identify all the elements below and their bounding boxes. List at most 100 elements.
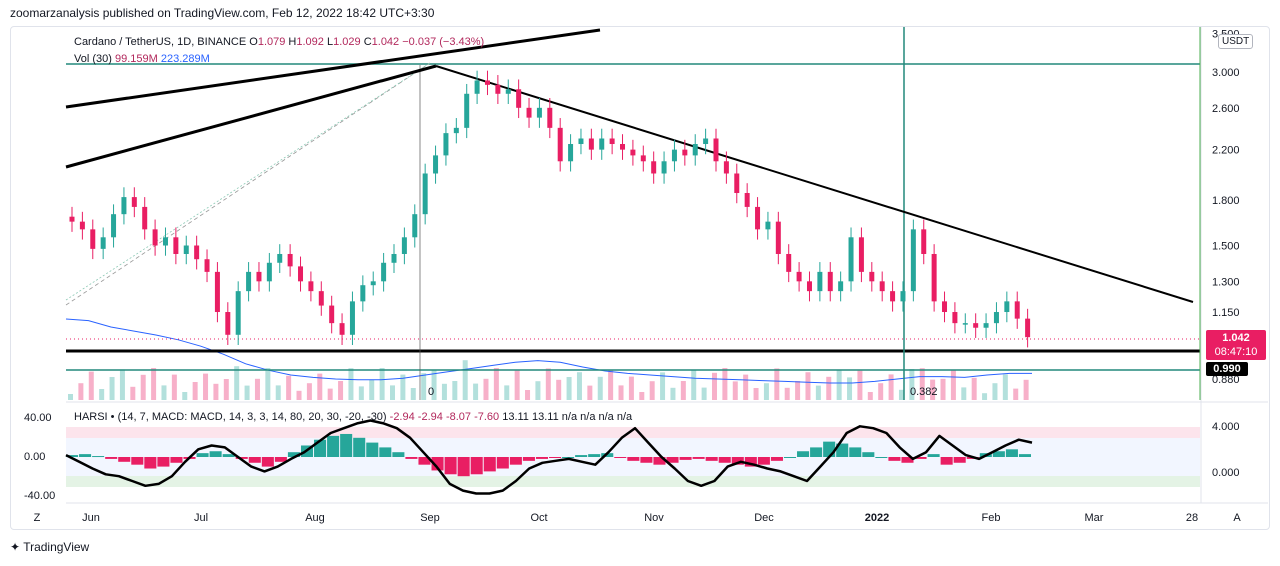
histogram-bar [522, 457, 535, 461]
volume-bar [712, 372, 717, 400]
candle-body [879, 281, 885, 292]
candle [194, 235, 200, 270]
volume-label[interactable]: Vol (30) [74, 53, 112, 65]
candle-body [194, 245, 200, 260]
candle-body [599, 138, 605, 150]
histogram-bar [757, 457, 770, 465]
histogram-bar [1005, 449, 1018, 457]
volume-bar [919, 368, 925, 400]
high-value: 1.092 [296, 36, 324, 48]
candle-body [661, 161, 667, 174]
candle-body [734, 173, 740, 194]
time-tick-label: Jul [194, 512, 208, 524]
candle [609, 128, 615, 155]
volume-bar [140, 374, 146, 400]
candle [464, 83, 470, 139]
volume-bar [421, 373, 427, 400]
candle [661, 151, 667, 184]
oscillator-tick-label: 4.000 [1212, 421, 1240, 433]
candle-body [79, 221, 85, 230]
histogram-bar [431, 457, 444, 471]
histogram-bar [718, 457, 731, 463]
histogram-bar [66, 455, 79, 457]
candle-body [318, 291, 324, 306]
histogram-bar [797, 451, 810, 457]
candle-body [412, 214, 418, 238]
candle-body [183, 245, 189, 254]
volume-bar [213, 383, 219, 400]
candle-body [578, 138, 584, 145]
volume-bar [514, 370, 520, 400]
candle-body [817, 271, 823, 292]
candle-body [235, 291, 241, 335]
open-value: 1.079 [257, 36, 286, 48]
candle-body [162, 237, 168, 246]
currency-button[interactable]: USDT [1218, 34, 1254, 49]
volume-bar [888, 374, 894, 400]
candle-body [921, 229, 927, 254]
volume-bar [649, 381, 655, 400]
symbol-title[interactable]: Cardano / TetherUS, 1D, BINANCE [74, 36, 247, 48]
candle [162, 227, 168, 256]
volume-bar [961, 387, 967, 400]
fib-diagonal [65, 62, 431, 301]
price-tick-label: 3.000 [1212, 67, 1240, 79]
candle [225, 302, 231, 346]
price-tick-label: 1.800 [1212, 195, 1240, 207]
volume-bar [898, 389, 904, 400]
volume-bar [950, 370, 956, 400]
candle-body [703, 138, 709, 145]
volume-bar [234, 366, 240, 400]
volume-bar [286, 375, 292, 400]
volume-bar [327, 388, 333, 400]
candle [703, 128, 709, 155]
axis-corner-left: Z [34, 512, 41, 524]
volume-bar [483, 378, 489, 400]
candle [266, 252, 272, 292]
candle-body [900, 291, 906, 302]
candle-body [536, 107, 542, 118]
candle-body [214, 271, 220, 313]
histogram-bar [901, 457, 914, 463]
volume-bar [379, 368, 385, 400]
candle [640, 145, 646, 172]
candle [121, 187, 127, 225]
harsi-name[interactable]: HARSI • (14, 7, MACD: MACD, 14, 3, 3, 14… [74, 411, 387, 423]
volume-bar [992, 383, 998, 400]
harsi-value: 13.11 [502, 411, 529, 423]
candle [536, 98, 542, 128]
candle-body [973, 323, 979, 328]
volume-bar [732, 381, 738, 400]
histogram-bar [287, 452, 300, 457]
candle [921, 219, 927, 265]
candle-body [505, 89, 511, 94]
volume-bar [192, 382, 198, 400]
volume-bar [982, 393, 988, 400]
candle [90, 219, 96, 260]
candle-body [453, 127, 459, 134]
change-value: −0.037 (−3.43%) [402, 36, 485, 48]
volume-bar [369, 380, 375, 400]
volume-bar [431, 370, 437, 400]
candle-body [910, 229, 916, 292]
candle [952, 302, 958, 334]
volume-bar [545, 368, 551, 400]
volume-legend: Vol (30) 99.159M 223.289M [74, 53, 210, 65]
volume-bar [878, 383, 884, 400]
time-tick-label: Jun [82, 512, 100, 524]
candle [79, 211, 85, 240]
candle [152, 219, 158, 256]
volume-bar [338, 381, 344, 400]
tradingview-brand[interactable]: ✦ TradingView [10, 540, 89, 554]
volume-bar [867, 392, 873, 400]
candle [765, 211, 771, 240]
histogram-bar [927, 454, 940, 457]
candle-body [775, 221, 781, 254]
histogram-bar [862, 452, 875, 457]
histogram-bar [627, 457, 640, 461]
histogram-bar [196, 453, 209, 457]
last-price-value: 1.042 [1222, 332, 1250, 344]
volume-bar [78, 383, 84, 400]
candle-body [1004, 301, 1010, 313]
